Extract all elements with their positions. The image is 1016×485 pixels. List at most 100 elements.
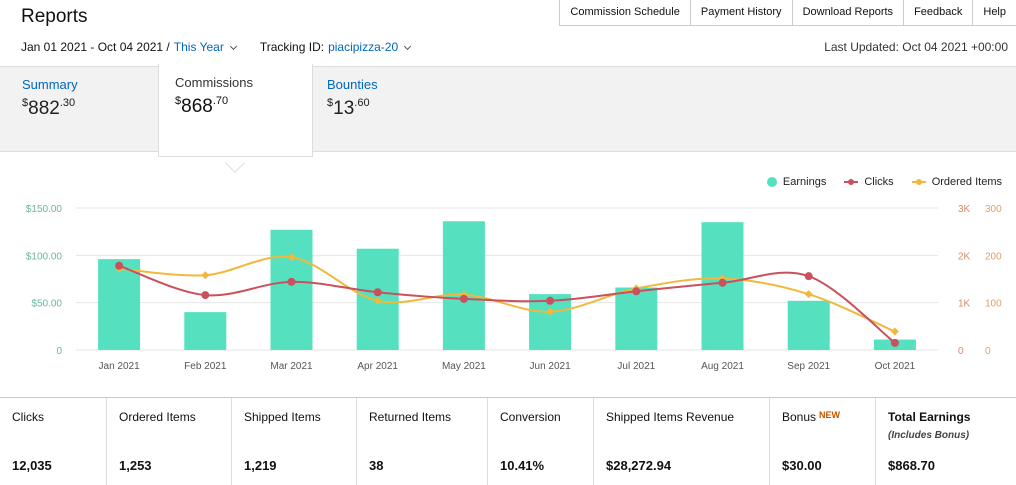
stat-returned-items: Returned Items 38 [357, 398, 488, 485]
stat-conversion: Conversion 10.41% [488, 398, 594, 485]
tab-bounties-label: Bounties [327, 77, 378, 92]
stat-bonus: Bonus NEW $30.00 [770, 398, 876, 485]
earnings-swatch-icon [766, 177, 777, 187]
help-button[interactable]: Help [983, 6, 1006, 18]
left-axis-tick: $100.00 [26, 251, 63, 262]
stat-shipped-revenue: Shipped Items Revenue $28,272.94 [594, 398, 770, 485]
stat-conversion-label: Conversion [500, 410, 561, 424]
clicks-point [459, 294, 468, 303]
ordered-items-point [287, 253, 296, 262]
earnings-bar [787, 300, 830, 350]
ordered-items-point [718, 274, 727, 283]
ordered-items-line [119, 255, 896, 333]
clicks-line [118, 264, 896, 344]
stats-bar: Clicks 12,035 Ordered Items 1,253 Shippe… [0, 397, 1016, 485]
earnings-chart: $150.00 3K 300 $100.00 2K 200 $50.00 1K 100 0 0 0 Ja… [26, 204, 1002, 372]
stat-clicks: Clicks 12,035 [0, 398, 107, 485]
tab-summary[interactable]: Summary $882.30 [22, 77, 78, 120]
stat-total-earnings-label: Total Earnings [888, 410, 971, 424]
tabs-band: Summary $882.30 Bounties $13.60 [0, 66, 1016, 152]
chart-legend: Earnings Clicks Ordered Items [749, 176, 1002, 188]
tab-bounties[interactable]: Bounties $13.60 [327, 77, 378, 120]
tab-summary-label: Summary [22, 77, 78, 92]
stat-returned-items-label: Returned Items [369, 410, 452, 424]
tab-commissions[interactable]: Commissions $868.70 [158, 64, 313, 157]
x-axis-label: Jan 2021 [99, 361, 141, 372]
right-axis-items-tick: 300 [985, 204, 1002, 215]
clicks-point [201, 291, 210, 300]
x-axis-label: Jul 2021 [617, 361, 655, 372]
filter-bar: Jan 01 2021 - Oct 04 2021 / This Year Tr… [21, 40, 412, 54]
clicks-point [373, 288, 382, 297]
payment-history-button[interactable]: Payment History [691, 0, 793, 25]
tracking-id-dropdown[interactable]: piacipizza-20 [328, 40, 412, 54]
stat-shipped-revenue-value: $28,272.94 [606, 458, 672, 473]
ordered-items-point [546, 307, 555, 316]
right-axis-clicks-tick: 3K [958, 204, 971, 215]
stat-total-earnings-value: $868.70 [888, 458, 935, 473]
ordered-items-swatch-icon [911, 178, 926, 186]
earnings-bar [270, 229, 313, 350]
stat-shipped-revenue-label: Shipped Items Revenue [606, 410, 735, 424]
period-label: This Year [173, 40, 224, 54]
new-badge: NEW [819, 410, 841, 420]
clicks-point [804, 272, 813, 281]
stat-shipped-items-value: 1,219 [244, 458, 277, 473]
legend-ordered-items[interactable]: Ordered Items [911, 176, 1002, 188]
stat-shipped-items: Shipped Items 1,219 [232, 398, 357, 485]
right-axis-clicks-tick: 0 [958, 346, 964, 357]
stat-conversion-value: 10.41% [500, 458, 545, 473]
x-axis-label: Mar 2021 [270, 361, 313, 372]
legend-earnings-label: Earnings [782, 176, 827, 188]
legend-ordered-items-label: Ordered Items [931, 176, 1002, 188]
x-axis-label: May 2021 [442, 361, 486, 372]
commissions-amount: $868.70 [175, 95, 229, 117]
period-dropdown[interactable]: This Year [173, 40, 237, 54]
stat-ordered-items: Ordered Items 1,253 [107, 398, 232, 485]
legend-clicks[interactable]: Clicks [844, 176, 894, 188]
commission-schedule-button[interactable]: Commission Schedule [560, 0, 691, 25]
stat-ordered-items-label: Ordered Items [119, 410, 196, 424]
clicks-point [287, 277, 296, 286]
clicks-point [115, 261, 124, 270]
x-axis-label: Apr 2021 [357, 361, 398, 372]
top-nav: Commission Schedule Payment History Down… [559, 0, 1016, 26]
last-updated: Last Updated: Oct 04 2021 +00:00 [824, 40, 1008, 54]
left-axis-tick: $150.00 [26, 204, 63, 215]
stat-total-earnings-sublabel: (Includes Bonus) [888, 430, 970, 441]
chevron-down-icon [404, 42, 412, 51]
stat-ordered-items-value: 1,253 [119, 458, 152, 473]
ordered-items-point [373, 296, 382, 305]
earnings-bar [442, 221, 485, 350]
date-range: Jan 01 2021 - Oct 04 2021 / [21, 40, 170, 54]
chevron-down-icon [229, 42, 237, 51]
ordered-items-point [890, 327, 899, 336]
right-axis-items-tick: 100 [985, 299, 1002, 310]
x-axis-label: Jun 2021 [530, 361, 572, 372]
summary-amount: $882.30 [22, 97, 76, 119]
feedback-button[interactable]: Feedback [904, 0, 974, 25]
tab-commissions-label: Commissions [175, 75, 254, 90]
download-reports-button[interactable]: Download Reports [793, 0, 905, 25]
earnings-bar [98, 259, 141, 350]
tracking-label: Tracking ID: [259, 40, 325, 54]
stat-total-earnings: Total Earnings (Includes Bonus) $868.70 [876, 398, 1016, 485]
right-axis-clicks-tick: 2K [958, 251, 971, 262]
right-axis-items-tick: 200 [985, 251, 1002, 262]
legend-earnings[interactable]: Earnings [766, 176, 827, 188]
x-axis-label: Feb 2021 [184, 361, 227, 372]
stat-bonus-label: Bonus NEW [782, 410, 841, 424]
page-title: Reports [21, 6, 88, 27]
left-axis-tick: 0 [56, 346, 62, 357]
x-axis-label: Aug 2021 [701, 361, 744, 372]
stat-shipped-items-label: Shipped Items [244, 410, 321, 424]
x-axis-label: Sep 2021 [787, 361, 830, 372]
clicks-point [718, 278, 727, 287]
clicks-point [890, 338, 899, 347]
right-axis-clicks-tick: 1K [958, 299, 971, 310]
ordered-items-point [804, 290, 813, 299]
right-axis-items-tick: 0 [985, 346, 991, 357]
earnings-bar [184, 312, 227, 350]
clicks-point [632, 287, 641, 296]
legend-clicks-label: Clicks [864, 176, 894, 188]
